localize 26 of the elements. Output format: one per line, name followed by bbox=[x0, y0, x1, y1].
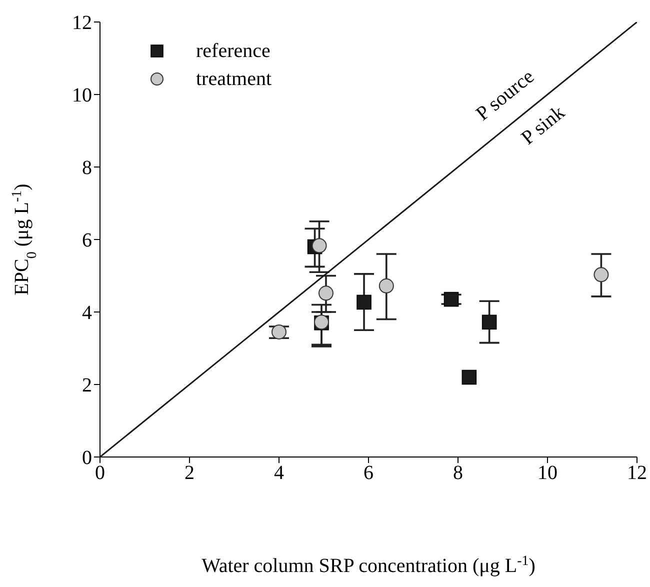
y-tick-label: 8 bbox=[82, 157, 92, 180]
point bbox=[312, 238, 327, 254]
annotation: P sink bbox=[517, 101, 570, 150]
x-tick-label: 12 bbox=[627, 462, 647, 484]
point bbox=[462, 370, 477, 385]
y-tick-label: 0 bbox=[82, 447, 92, 470]
y-tick-label: 6 bbox=[82, 230, 92, 252]
x-tick-label: 8 bbox=[453, 462, 463, 484]
y-tick-label: 2 bbox=[82, 374, 92, 397]
point bbox=[594, 267, 609, 282]
y-tick-label: 10 bbox=[72, 84, 92, 107]
x-tick-label: 10 bbox=[538, 462, 558, 484]
point bbox=[378, 278, 394, 294]
x-tick-label: 2 bbox=[184, 462, 194, 484]
legend-label: treatment bbox=[196, 68, 272, 90]
legend-label: reference bbox=[196, 40, 270, 62]
point bbox=[318, 286, 334, 301]
x-axis-title: Water column SRP concentration (μg L$^{-1}$) bbox=[202, 554, 536, 577]
y-tick-label: 12 bbox=[72, 12, 92, 34]
point bbox=[272, 324, 286, 340]
point bbox=[444, 292, 459, 307]
point bbox=[356, 294, 372, 310]
point bbox=[482, 314, 497, 330]
x-tick-label: 4 bbox=[274, 462, 284, 484]
y-tick-label: 4 bbox=[82, 302, 92, 324]
x-tick-label: 6 bbox=[364, 462, 374, 484]
